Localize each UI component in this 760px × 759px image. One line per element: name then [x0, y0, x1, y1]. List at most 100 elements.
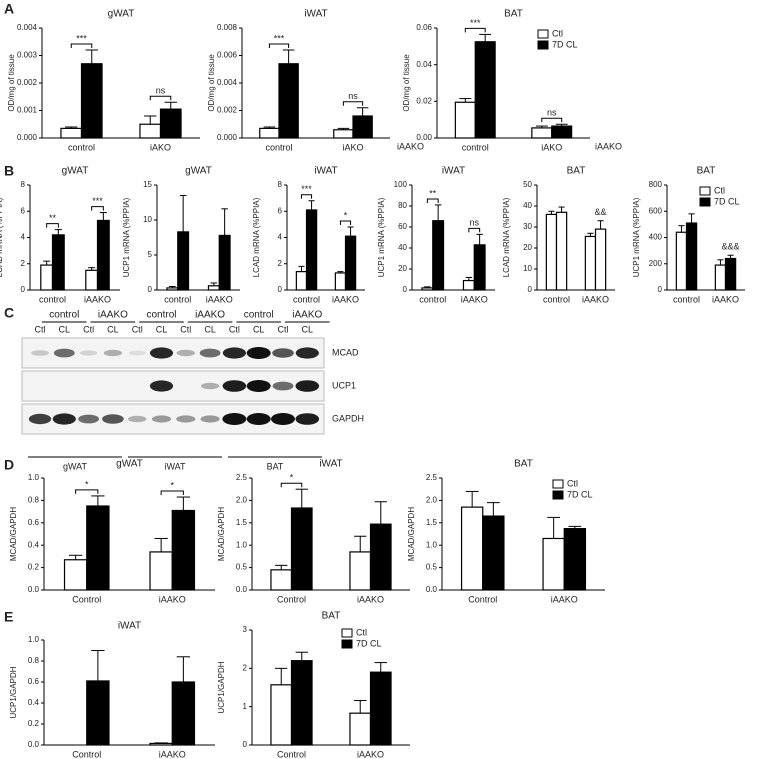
bar — [349, 551, 372, 591]
x-tick-label: control — [164, 294, 191, 304]
bar — [675, 231, 688, 291]
blot-group-label: control — [244, 310, 274, 321]
y-tick-label: 0.8 — [28, 656, 40, 665]
y-axis-label: LCAD mRNA (%PPIA) — [0, 197, 4, 277]
y-tick-label: 5 — [148, 250, 153, 259]
significance-bracket — [280, 482, 303, 488]
x-tick-label: iAAKO — [712, 294, 739, 304]
y-tick-label: 0.4 — [28, 540, 40, 549]
stray-label: iAAKO — [595, 141, 622, 151]
blot-protein-label: MCAD — [332, 347, 359, 357]
bar — [86, 505, 110, 591]
y-axis-label: UCP1/GAPDH — [9, 666, 18, 718]
y-tick-label: 0.5 — [236, 563, 248, 572]
bar — [80, 63, 103, 139]
x-tick-label: control — [543, 294, 570, 304]
x-tick-label: iAAKO — [332, 294, 359, 304]
bar — [159, 108, 182, 139]
bar — [171, 681, 196, 746]
bar — [270, 684, 293, 746]
bar — [51, 234, 65, 291]
blot-band — [31, 350, 49, 356]
chart-title: iWAT — [442, 166, 465, 177]
y-tick-label: 1.5 — [426, 518, 438, 527]
bar — [531, 127, 553, 139]
y-axis-label: OD/mg of tissue — [402, 54, 411, 112]
y-tick-label: 0.04 — [416, 60, 432, 69]
y-tick-label: 0.8 — [28, 496, 40, 505]
y-tick-label: 6 — [21, 206, 26, 215]
y-axis-label: UCP1/GAPDH — [217, 661, 226, 713]
blot-lane-label: Ctl — [180, 324, 191, 334]
y-tick-label: 0.0 — [236, 585, 248, 594]
legend-label: 7D CL — [356, 638, 382, 648]
bar — [724, 257, 737, 291]
y-tick-label: 10 — [523, 264, 532, 273]
y-tick-label: 1.0 — [28, 635, 40, 644]
y-tick-label: 2 — [21, 259, 26, 268]
blot-lane-label: CL — [302, 324, 314, 334]
bar — [352, 115, 373, 139]
legend-swatch — [699, 186, 711, 196]
bar — [454, 101, 476, 139]
significance-label: * — [290, 473, 294, 483]
blot-lane-label: Ctl — [229, 324, 240, 334]
y-tick-label: 600 — [649, 206, 663, 215]
blot-lane-label: CL — [204, 324, 216, 334]
y-tick-label: 60 — [398, 222, 407, 231]
significance-label: *** — [76, 33, 87, 43]
significance-label: ns — [469, 218, 479, 228]
bar — [259, 127, 280, 139]
chart-title: gWAT — [62, 166, 89, 177]
panel-letter: E — [4, 609, 13, 625]
bar — [349, 712, 372, 746]
y-tick-label: 0.5 — [426, 563, 438, 572]
bar — [270, 569, 293, 591]
bar — [177, 231, 190, 291]
bar — [460, 506, 484, 591]
y-tick-label: 8 — [278, 180, 283, 189]
blot-band — [149, 347, 174, 359]
bar — [542, 537, 565, 591]
y-tick-label: 1.0 — [236, 540, 248, 549]
bar — [305, 209, 318, 291]
significance-bracket — [468, 227, 481, 233]
y-tick-label: 2.5 — [426, 473, 438, 482]
bar — [594, 228, 607, 291]
blot-lane-label: Ctl — [132, 324, 143, 334]
bar — [60, 127, 83, 139]
blot-band — [176, 415, 196, 423]
significance-label: ** — [429, 188, 437, 198]
y-tick-label: 0.6 — [28, 677, 40, 686]
x-tick-label: iAKO — [342, 142, 363, 152]
bar — [432, 220, 445, 291]
significance-bracket — [91, 206, 104, 211]
significance-bracket — [300, 194, 313, 199]
y-tick-label: 0.006 — [217, 51, 238, 60]
bar — [555, 211, 568, 291]
blot-lane-label: Ctl — [278, 324, 289, 334]
x-tick-label: control — [293, 294, 320, 304]
bar — [290, 507, 313, 591]
bar — [714, 264, 727, 291]
significance-bracket — [268, 43, 290, 48]
chart-title: iWAT — [319, 459, 342, 470]
y-tick-label: 0.2 — [28, 563, 40, 572]
significance-label: *** — [274, 33, 285, 43]
y-tick-label: 0.003 — [17, 51, 38, 60]
y-tick-label: 0.0 — [426, 585, 438, 594]
significance-bracket — [464, 27, 486, 33]
x-tick-label: Control — [277, 594, 306, 604]
x-tick-label: iAAKO — [357, 594, 384, 604]
y-tick-label: 8 — [21, 180, 26, 189]
legend-swatch — [341, 628, 353, 638]
y-tick-label: 0.02 — [416, 96, 432, 105]
significance-bracket — [342, 101, 364, 106]
x-tick-label: control — [39, 294, 66, 304]
bar — [218, 234, 231, 291]
blot-band — [128, 350, 146, 356]
y-tick-label: 0 — [21, 285, 26, 294]
x-tick-label: iAAKO — [159, 594, 186, 604]
legend-swatch — [537, 40, 549, 50]
blot-band — [222, 347, 246, 359]
